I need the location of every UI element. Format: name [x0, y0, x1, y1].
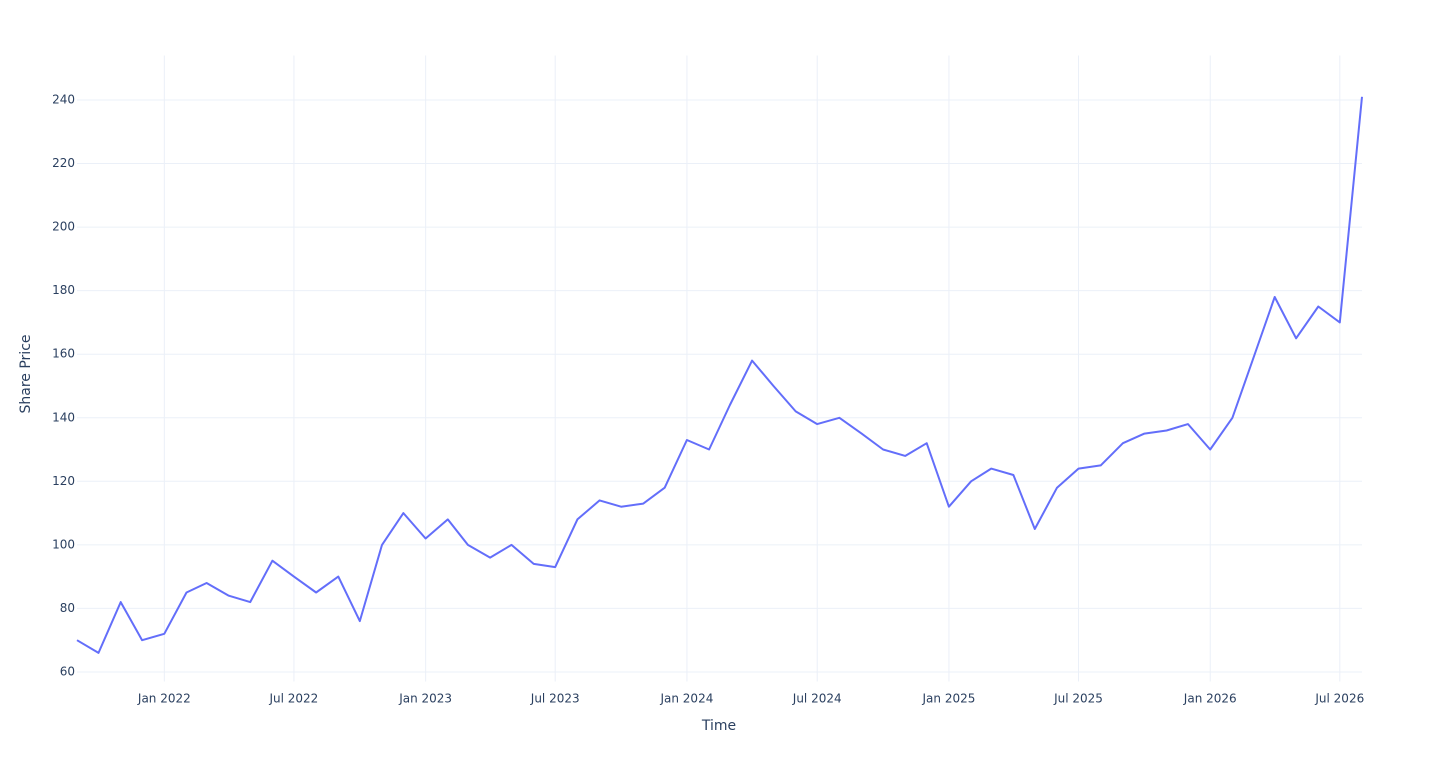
y-tick-label: 180 — [52, 283, 75, 297]
x-tick-label: Jul 2025 — [1053, 692, 1103, 706]
line-series — [76, 96, 1363, 654]
x-tick-label: Jan 2022 — [137, 692, 191, 706]
x-tick-label: Jan 2024 — [659, 692, 713, 706]
x-axis-title: Time — [701, 718, 736, 734]
x-tick-label: Jul 2024 — [792, 692, 842, 706]
y-tick-label: 120 — [52, 474, 75, 488]
y-tick-label: 240 — [52, 92, 75, 106]
x-tick-label: Jul 2022 — [268, 692, 318, 706]
x-tick-label: Jul 2026 — [1314, 692, 1364, 706]
x-tick-label: Jan 2023 — [398, 692, 452, 706]
y-tick-label: 160 — [52, 347, 75, 361]
y-axis-title: Share Price — [18, 334, 34, 413]
y-tick-label: 140 — [52, 410, 75, 424]
y-tick-label: 220 — [52, 156, 75, 170]
x-tick-label: Jan 2026 — [1183, 692, 1237, 706]
y-tick-label: 200 — [52, 220, 75, 234]
x-tick-label: Jan 2025 — [922, 692, 976, 706]
x-tick-label: Jul 2023 — [530, 692, 580, 706]
y-tick-label: 80 — [60, 601, 75, 615]
y-tick-label: 60 — [60, 664, 75, 678]
y-tick-label: 100 — [52, 537, 75, 551]
